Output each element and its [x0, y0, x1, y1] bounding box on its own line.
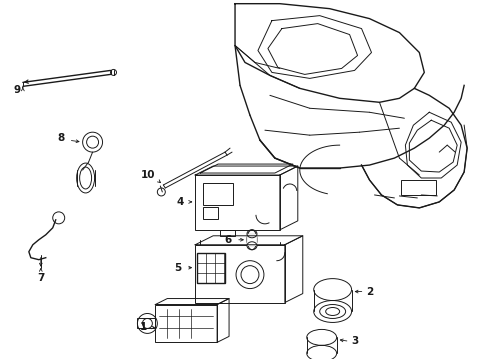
- Text: 7: 7: [37, 273, 44, 283]
- Text: 9: 9: [13, 85, 20, 95]
- Text: 2: 2: [365, 287, 372, 297]
- Bar: [203, 207, 218, 219]
- Bar: [137, 319, 155, 328]
- Bar: [155, 305, 217, 342]
- Text: 6: 6: [224, 235, 231, 245]
- Bar: [203, 183, 233, 205]
- Text: 4: 4: [176, 197, 183, 207]
- Text: 1: 1: [140, 323, 147, 332]
- Bar: [195, 175, 279, 230]
- Bar: [195, 245, 285, 302]
- Text: 10: 10: [141, 170, 155, 180]
- Bar: [197, 253, 224, 283]
- Text: 8: 8: [57, 133, 64, 143]
- Text: 5: 5: [174, 263, 182, 273]
- Text: 3: 3: [350, 336, 358, 346]
- Bar: [246, 234, 256, 246]
- Bar: [220, 230, 235, 236]
- Bar: [401, 180, 435, 195]
